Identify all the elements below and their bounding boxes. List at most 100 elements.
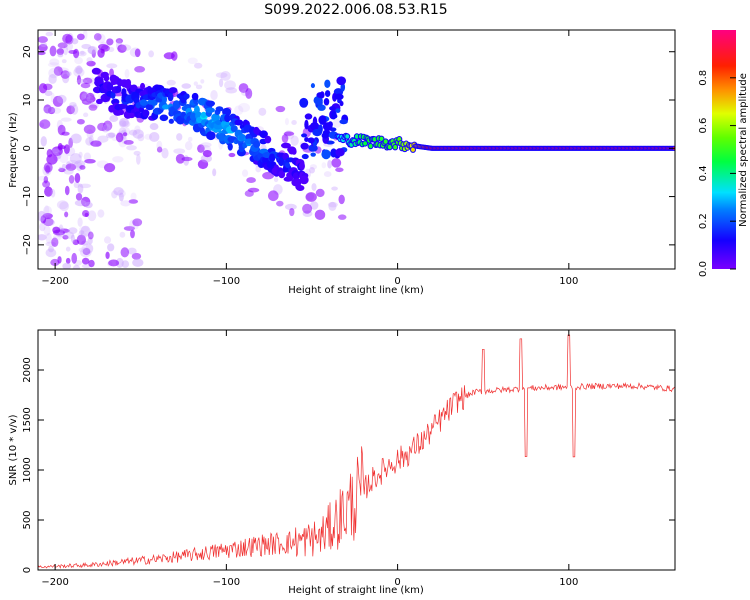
spectrogram-track-blob xyxy=(172,100,181,110)
colorbar: 0.0 0.2 0.4 0.6 0.8 Normalized spectral ampl… xyxy=(698,30,749,277)
spectrogram-speckle xyxy=(43,106,56,114)
x-tick-label: 100 xyxy=(559,577,578,588)
carrier-core xyxy=(363,141,368,146)
spectrogram-speckle xyxy=(246,177,256,184)
spectrogram-speckle xyxy=(127,247,137,255)
spectrogram-speckle xyxy=(72,264,81,269)
snr-x-label: Height of straight line (km) xyxy=(288,585,424,596)
spectrogram-track-blob xyxy=(230,125,238,133)
spectrogram-track-blob xyxy=(91,67,101,75)
spectrogram-speckle xyxy=(225,87,238,94)
colorbar-tick-label: 0.0 xyxy=(698,261,709,277)
spectrogram-track-blob xyxy=(100,71,109,78)
spectrogram-speckle xyxy=(43,175,49,184)
spectrogram-cluster-blob xyxy=(301,153,309,160)
spectrogram-speckle xyxy=(97,135,109,143)
spectrogram-track-blob xyxy=(206,131,216,141)
carrier-core xyxy=(387,144,392,150)
spectrogram-speckle xyxy=(52,234,62,241)
spectrogram-speckle xyxy=(51,107,62,114)
colorbar-ticks: 0.0 0.2 0.4 0.6 0.8 xyxy=(698,70,736,277)
spectrogram-speckle xyxy=(58,167,66,173)
spectrogram-speckle xyxy=(212,168,217,177)
spectrogram-speckle xyxy=(73,67,85,78)
spectrogram-speckle xyxy=(332,118,342,128)
spectrogram-speckle xyxy=(327,160,332,169)
carrier-core xyxy=(354,134,359,139)
spectrogram-speckle xyxy=(82,248,91,256)
spectrogram-speckle xyxy=(289,207,295,217)
spectrogram-speckle xyxy=(98,43,109,50)
spectrogram-speckle xyxy=(328,201,337,211)
spectrogram-cluster-blob xyxy=(317,98,323,107)
spectrogram-track-blob xyxy=(110,91,116,99)
spectrogram-speckle xyxy=(86,95,95,102)
spectrogram-speckle xyxy=(58,166,64,172)
spectrogram-speckle xyxy=(284,117,289,126)
spectrogram-track-blob xyxy=(117,109,125,116)
spectrogram-cluster-blob xyxy=(304,137,309,143)
spectrogram-track-blob xyxy=(200,111,207,118)
spectrogram-track-blob xyxy=(96,98,103,105)
spectrogram-x-label: Height of straight line (km) xyxy=(288,285,424,296)
spectrogram-speckle xyxy=(63,168,74,175)
spectrogram-speckle xyxy=(38,175,49,181)
spectrogram-speckle xyxy=(48,73,57,84)
spectrogram-track-blob xyxy=(291,148,297,155)
spectrogram-speckle xyxy=(148,50,155,58)
y-tick-label: 2000 xyxy=(22,357,33,382)
spectrogram-speckle xyxy=(77,183,84,194)
colorbar-label: Normalized spectral amplitude xyxy=(738,73,749,227)
spectrogram-speckle xyxy=(97,209,105,218)
spectrogram-speckle xyxy=(80,82,91,89)
spectrogram-speckle xyxy=(74,173,81,184)
spectrogram-speckle xyxy=(117,189,126,198)
spectrogram-speckle xyxy=(119,118,129,127)
y-tick-label: 500 xyxy=(22,510,33,529)
spectrogram-speckle xyxy=(65,246,71,252)
spectrogram-speckle xyxy=(88,104,98,111)
spectrogram-speckle xyxy=(83,124,96,134)
spectrogram-cluster-blob xyxy=(335,148,345,157)
spectrogram-y-label: Frequency (Hz) xyxy=(8,112,19,188)
snr-y-label: SNR (10 * v/v) xyxy=(8,414,19,485)
spectrogram-speckle xyxy=(118,117,130,129)
spectrogram-speckle xyxy=(81,91,91,103)
spectrogram-speckle xyxy=(63,144,70,155)
spectrogram-speckle xyxy=(76,79,88,84)
spectrogram-track-blob xyxy=(168,87,178,94)
spectrogram-cluster-blob xyxy=(304,119,309,130)
spectrogram-speckle xyxy=(107,46,115,53)
spectrogram-speckle xyxy=(128,199,139,204)
spectrogram-cluster-blob xyxy=(316,92,324,98)
y-tick-label: 1000 xyxy=(22,457,33,482)
spectrogram-speckle xyxy=(61,59,67,64)
spectrogram-speckle xyxy=(56,94,67,104)
spectrogram-speckle xyxy=(115,132,124,143)
spectrogram-speckle xyxy=(284,203,297,211)
spectrogram-cluster-blob xyxy=(324,79,331,88)
spectrogram-speckle xyxy=(224,80,236,91)
spectrogram-speckle xyxy=(281,134,289,143)
spectrogram-speckle xyxy=(59,152,69,164)
spectrogram-speckle xyxy=(38,210,46,222)
spectrogram-frame xyxy=(37,29,676,270)
spectrogram-speckle xyxy=(43,205,52,216)
spectrogram-speckle xyxy=(118,192,124,202)
spectrogram-speckle xyxy=(202,149,212,158)
spectrogram-track-blob xyxy=(280,142,291,149)
spectrogram-speckle xyxy=(283,131,295,136)
y-tick-label: 0 xyxy=(22,145,33,151)
spectrogram-speckle xyxy=(65,163,77,171)
spectrogram-speckle xyxy=(184,141,193,151)
spectrogram-speckle xyxy=(309,167,315,174)
spectrogram-track-blob xyxy=(183,93,190,100)
spectrogram-speckle xyxy=(103,163,116,173)
spectrogram-speckle xyxy=(99,41,109,51)
spectrogram-speckle xyxy=(79,226,90,233)
spectrogram-speckle xyxy=(314,209,326,221)
spectrogram-speckle xyxy=(124,68,130,79)
spectrogram-speckle xyxy=(132,218,143,227)
spectrogram-speckle xyxy=(43,162,53,173)
